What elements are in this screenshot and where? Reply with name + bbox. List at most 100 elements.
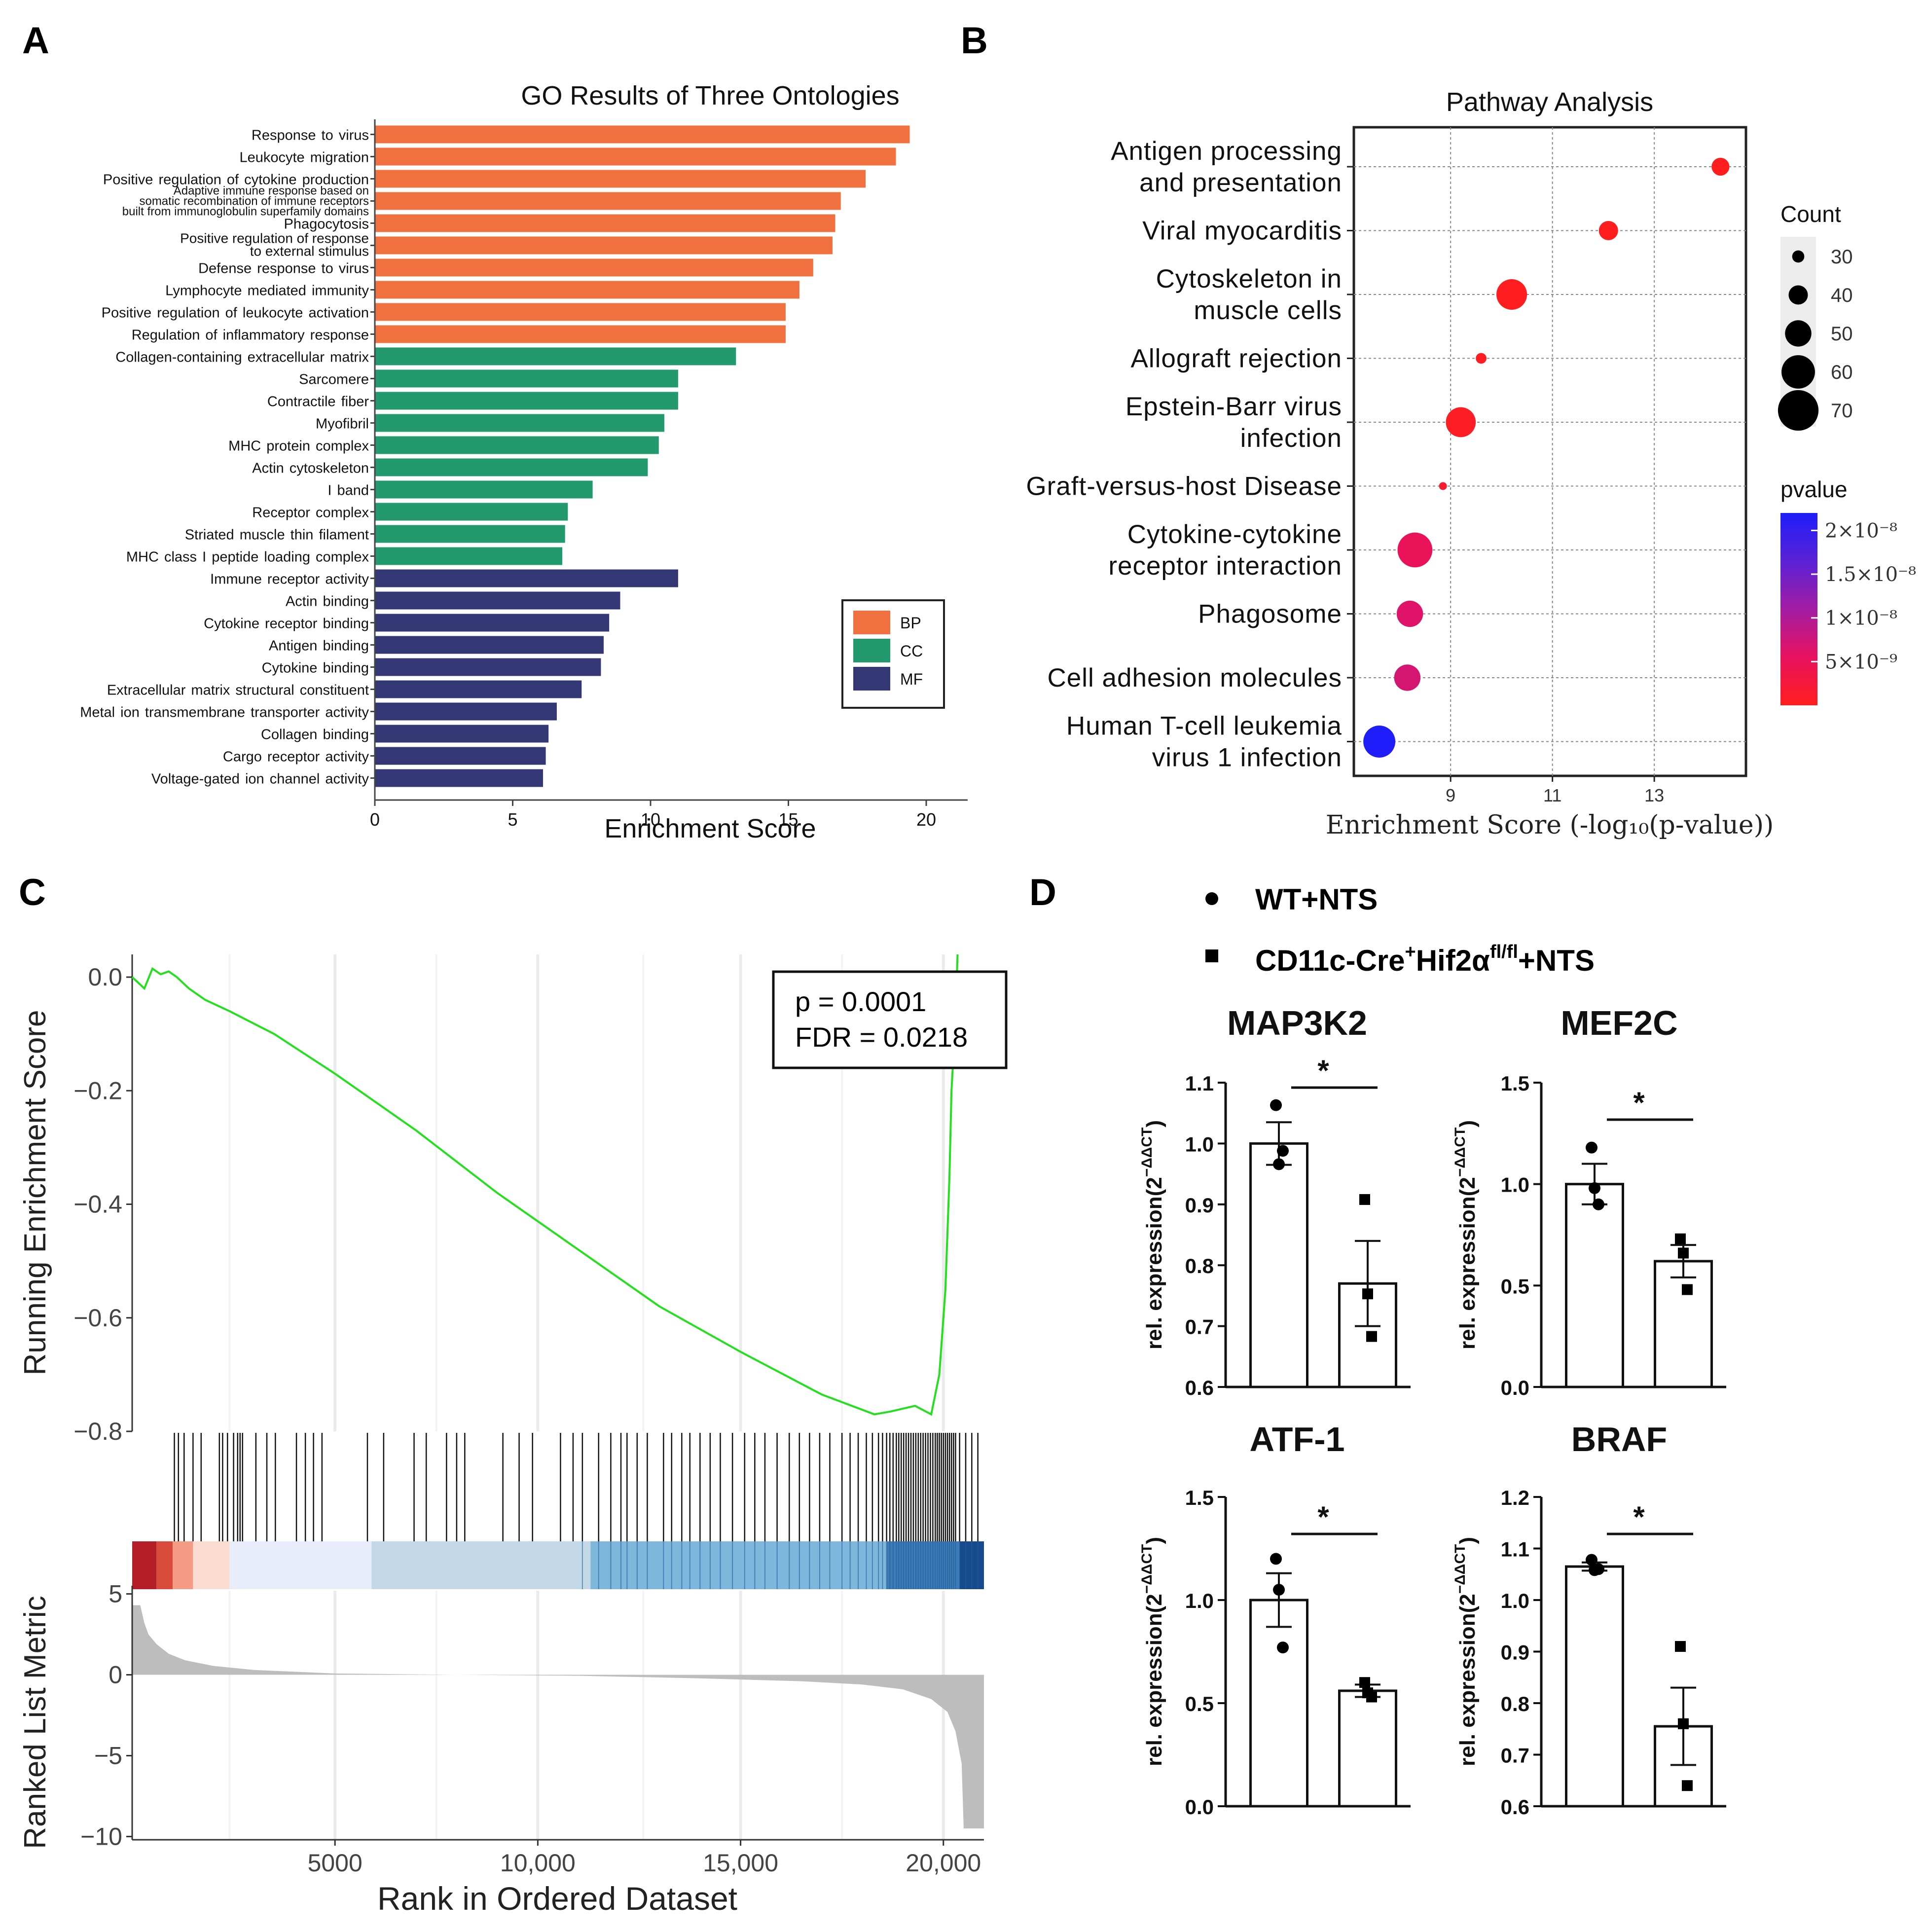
category-label-line: somatic recombination of immune receptor… [139, 195, 369, 208]
y-label-superscript: −ΔΔCT [1452, 1128, 1468, 1177]
point [1711, 157, 1730, 176]
panel-d-expression-bar-charts: WT+NTS CD11c-Cre+Hif2αfl/fl+NTS MAP3K2 0.6 0… [1139, 883, 1726, 1819]
bar-bp [375, 325, 786, 343]
chart-title: Pathway Analysis [1446, 87, 1653, 117]
x-tick-label: 9 [1446, 785, 1455, 805]
subplot-braf: BRAF 0.6 0.7 0.8 0.9 1.0 1.1 1.2 rel. expression… [1452, 1420, 1726, 1819]
size-legend-dot [1788, 285, 1808, 305]
legend-label: BP [900, 614, 921, 632]
point [1397, 532, 1433, 568]
bar-mf [375, 747, 546, 765]
y-tick-label: 0.5 [1185, 1692, 1214, 1715]
y-tick-label: 1.1 [1185, 1072, 1214, 1095]
fdr-text: FDR = 0.0218 [795, 1021, 968, 1053]
data-point-wt [1273, 1584, 1285, 1596]
y-tick-label: 0.0 [88, 963, 122, 991]
x-tick-label: 5 [508, 809, 517, 830]
bar-mf [375, 680, 582, 698]
panel-letters: A B C D [19, 20, 1056, 913]
y-tick-label: 0.6 [1501, 1795, 1529, 1819]
category-label: Collagen-containing extracellular matrix [115, 350, 369, 365]
data-point-ko [1359, 1194, 1370, 1205]
rank-heat-band [229, 1541, 372, 1589]
data-point-wt [1586, 1141, 1597, 1154]
category-label: Positive regulation of cytokine producti… [103, 172, 369, 188]
bar-mf [375, 658, 601, 676]
bar-cc [375, 414, 664, 432]
y-axis-label: Running Enrichment Score [18, 1010, 52, 1376]
bar-cc [375, 436, 659, 454]
category-label: Extracellular matrix structural constitu… [107, 683, 369, 698]
bar-bp [375, 214, 835, 232]
x-tick-label: 11 [1543, 785, 1561, 805]
legend: BP CC MF [841, 599, 945, 709]
bar-mf [375, 702, 557, 721]
rank-heat-band [173, 1541, 193, 1589]
category-label: Metal ion transmembrane transporter acti… [80, 705, 369, 721]
subplot-map3k2: MAP3K2 0.6 0.7 0.8 0.9 1.0 1.1 rel. expression(… [1139, 1004, 1411, 1399]
category-label: Collagen binding [261, 727, 369, 743]
y-tick-label: 0.5 [1501, 1275, 1529, 1298]
y-axis-label: rel. expression(2−ΔΔCT) [1139, 1120, 1166, 1349]
color-legend-label: 1×10⁻⁸ [1825, 607, 1897, 630]
data-point-ko [1366, 1331, 1377, 1342]
legend-label: CC [900, 642, 923, 660]
y-label-superscript: −ΔΔCT [1139, 1544, 1155, 1594]
pathway-label: Viral myocarditis [1142, 217, 1342, 246]
rank-heat-band [590, 1541, 887, 1589]
size-legend-dot [1778, 390, 1819, 431]
category-label: Actin binding [286, 594, 369, 610]
rank-heat-band [132, 1541, 157, 1589]
panel-a-go-bar-chart: GO Results of Three Ontologies Response t… [80, 81, 968, 843]
data-point-ko [1675, 1641, 1686, 1652]
bar-mf [375, 614, 610, 632]
point [1394, 664, 1421, 691]
legend-label-wt: WT+NTS [1255, 883, 1378, 916]
category-label: MHC protein complex [228, 438, 369, 454]
significance-star: * [1317, 1500, 1329, 1533]
pathway-label: Cell adhesion molecules [1048, 663, 1343, 693]
point [1446, 407, 1476, 437]
y-tick-label: 0.6 [1185, 1376, 1214, 1399]
y-tick-label: 0.0 [1501, 1376, 1529, 1399]
subplot-title: ATF-1 [1249, 1420, 1344, 1458]
panel-letter-d: D [1029, 872, 1056, 913]
size-legend-dot [1785, 320, 1812, 347]
pathway-label: Cytokine-cytokine [1127, 520, 1342, 549]
chart-title: GO Results of Three Ontologies [521, 81, 899, 110]
y-tick-label: 1.0 [1185, 1132, 1214, 1156]
pathway-label: Epstein-Barr virus [1125, 392, 1342, 421]
y-label-part: ) [1142, 1120, 1166, 1128]
y-tick-label: 1.0 [1501, 1173, 1529, 1197]
rank-heat-band [156, 1541, 173, 1589]
x-axis-label: Enrichment Score [604, 814, 816, 843]
rank-heat-band [193, 1541, 230, 1589]
legend-text-part: Hif2α [1416, 944, 1490, 977]
x-tick-label: 5000 [308, 1849, 363, 1877]
bar [1565, 1565, 1624, 1808]
y-tick-label: 0.9 [1501, 1641, 1529, 1664]
category-label: Contractile fiber [267, 394, 369, 410]
legend-text-part: CD11c-Cre [1255, 944, 1405, 977]
category-label: Defense response to virus [198, 261, 369, 277]
legend-superscript: + [1405, 942, 1416, 962]
data-point-wt [1270, 1553, 1282, 1565]
bar [1249, 1599, 1308, 1808]
data-point-ko [1366, 1691, 1377, 1703]
bar-bp [375, 147, 896, 166]
point [1439, 482, 1447, 490]
legend-swatch-bp [853, 611, 890, 634]
category-label: I band [327, 483, 369, 499]
bar-mf [375, 636, 604, 654]
category-label: Adaptive immune response based on somatic… [122, 184, 369, 219]
pathway-label: Phagosome [1198, 600, 1342, 629]
plot-frame [1352, 126, 1747, 777]
y-tick-label: 0.0 [1185, 1795, 1214, 1819]
category-label: Immune receptor activity [210, 572, 369, 587]
panel-c-gsea-plot: 0.0 −0.2 −0.4 −0.6 −0.8 Running Enrichment Sc… [18, 954, 1008, 1917]
legend-circle-marker [1205, 892, 1218, 905]
bar-cc [375, 525, 565, 543]
data-point-wt [1273, 1158, 1285, 1170]
pathway-label: infection [1240, 424, 1342, 453]
x-tick-label: 10 [641, 809, 660, 830]
